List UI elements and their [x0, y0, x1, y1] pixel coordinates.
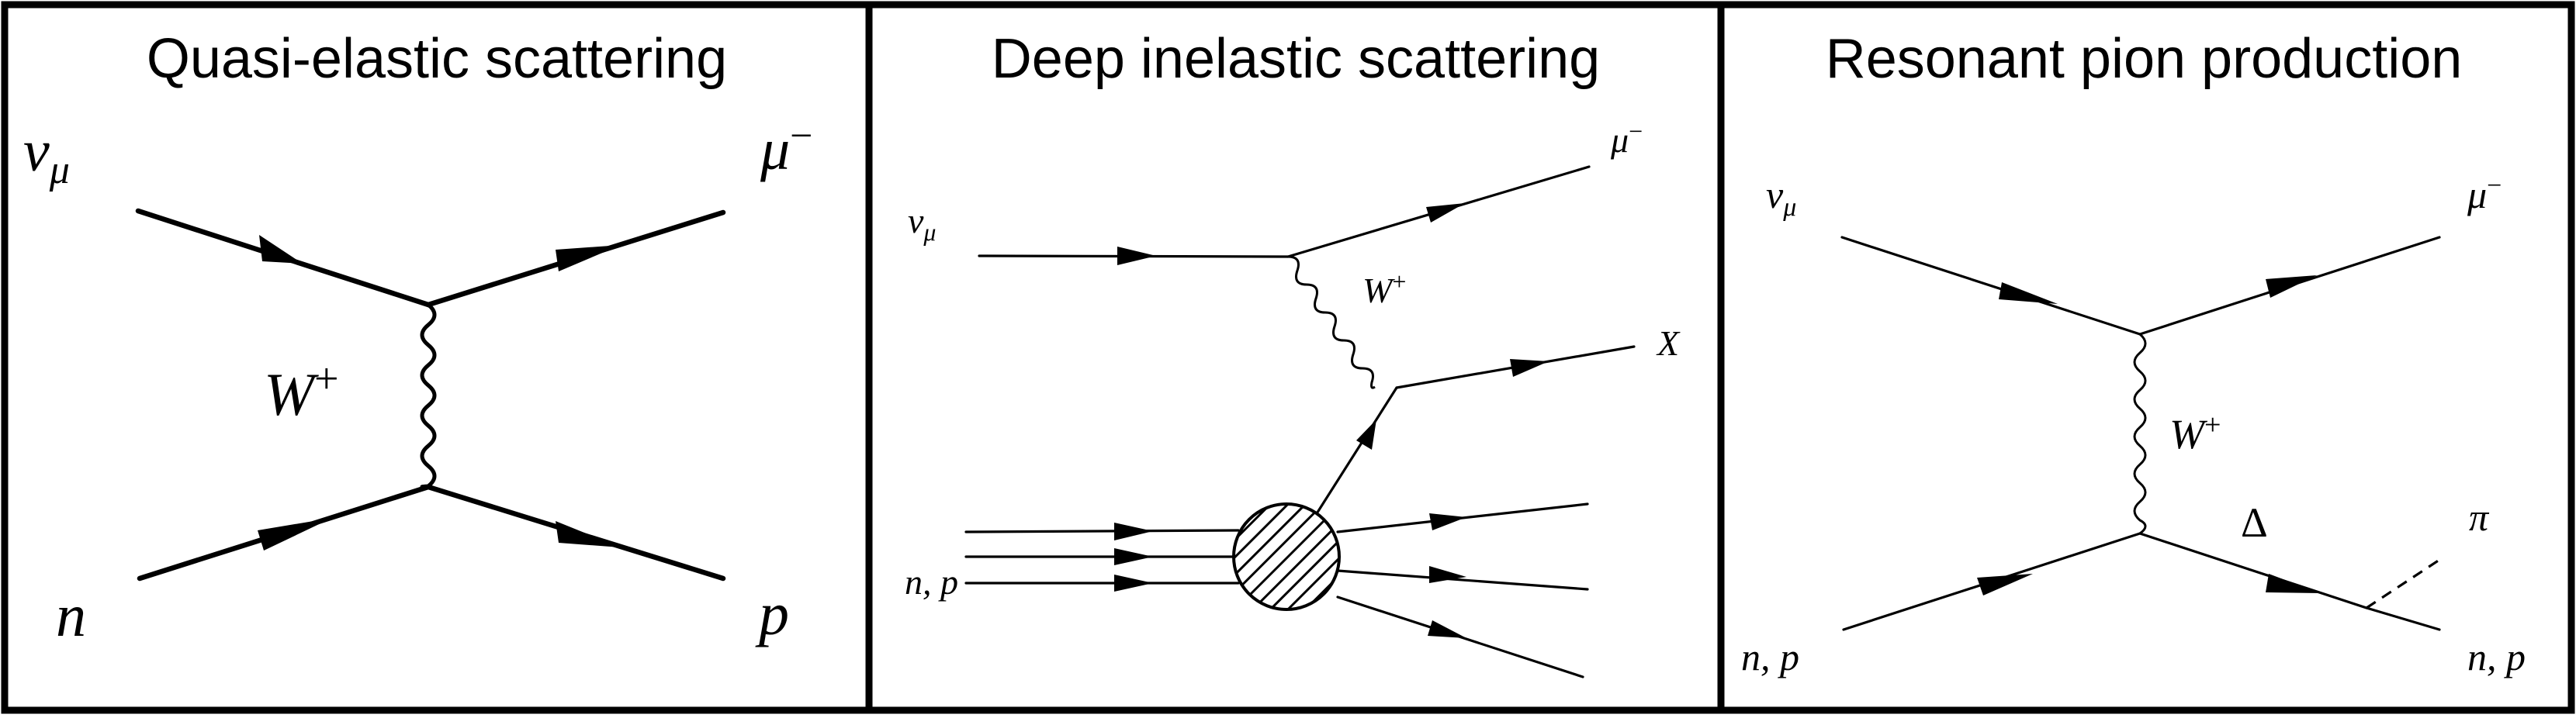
- quark-line: [1313, 386, 1398, 519]
- panel-title: Quasi-elastic scattering: [147, 28, 727, 90]
- label-delta: Δ: [2241, 499, 2268, 546]
- label-w-boson: W+: [1362, 268, 1406, 310]
- hadron-line: [1336, 569, 1589, 591]
- arrow-icon: [1114, 575, 1153, 592]
- arrow-icon: [556, 521, 621, 547]
- label-outgoing-nucleon: n, p: [2467, 635, 2526, 678]
- arrow-icon: [1429, 513, 1466, 530]
- panel-title: Deep inelastic scattering: [992, 28, 1600, 90]
- label-neutron: n: [56, 582, 86, 649]
- outgoing-nucleon-line: [2365, 606, 2441, 631]
- arrow-icon: [1429, 566, 1466, 583]
- arrow-icon: [1428, 620, 1466, 638]
- label-pion: π: [2469, 495, 2490, 539]
- panel-resonant-pion: Resonant pion production νμ μ− W+ Δ π n,…: [1717, 1, 2575, 714]
- label-proton: p: [755, 580, 789, 647]
- arrow-icon: [1999, 282, 2058, 304]
- label-neutrino: νμ: [23, 119, 70, 192]
- w-boson-propagator: [1287, 255, 1376, 389]
- panel-frame: [1717, 1, 2575, 714]
- panel-frame: [1, 1, 873, 714]
- arrow-icon: [1426, 203, 1465, 223]
- delta-line: [2138, 532, 2368, 609]
- pion-line: [2366, 558, 2440, 609]
- panel-quasi-elastic: Quasi-elastic scattering νμ μ− W+ n p: [1, 1, 873, 714]
- nucleon-line: [964, 529, 1240, 533]
- w-boson-propagator: [420, 303, 437, 489]
- arrow-icon: [1117, 247, 1156, 265]
- arrow-icon: [1510, 359, 1549, 377]
- label-neutrino: νμ: [908, 201, 936, 246]
- panel-title: Resonant pion production: [1826, 28, 2463, 90]
- w-boson-propagator: [2133, 333, 2147, 535]
- panel-deep-inelastic: Deep inelastic scattering νμ: [865, 1, 1725, 714]
- label-w-boson: W+: [2169, 409, 2221, 457]
- arrow-icon: [2266, 275, 2317, 298]
- neutrino-line: [1840, 236, 2141, 336]
- label-muon: μ−: [1610, 117, 1643, 160]
- arrow-icon: [2266, 574, 2320, 593]
- arrow-icon: [258, 518, 332, 551]
- label-nucleon: n, p: [905, 562, 958, 602]
- arrow-icon: [556, 245, 621, 271]
- arrow-icon: [259, 235, 303, 264]
- label-muon: μ−: [2467, 171, 2502, 216]
- arrow-icon: [1114, 523, 1153, 540]
- arrow-icon: [1356, 419, 1376, 450]
- label-w-boson: W+: [264, 355, 339, 428]
- arrow-icon: [1977, 574, 2033, 595]
- label-neutrino: νμ: [1766, 173, 1796, 222]
- hadronic-blob: [1232, 502, 1341, 611]
- label-hadronic-x: X: [1656, 323, 1681, 363]
- label-muon: μ−: [760, 114, 812, 182]
- label-incoming-nucleon: n, p: [1741, 635, 1799, 678]
- arrow-icon: [1114, 548, 1153, 565]
